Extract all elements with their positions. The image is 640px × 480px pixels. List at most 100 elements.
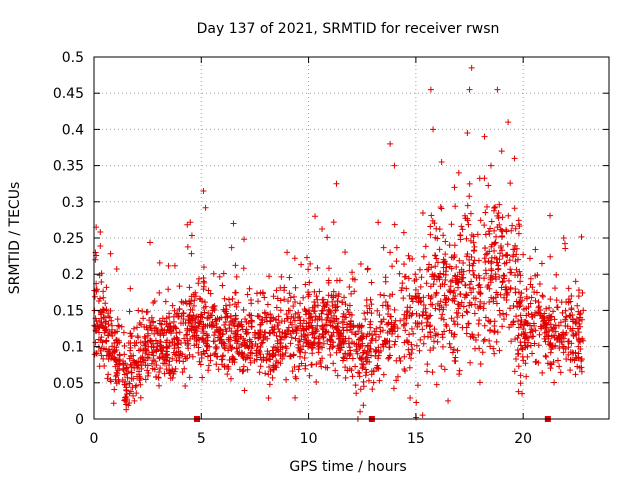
data-point — [445, 296, 452, 303]
data-point — [265, 371, 272, 378]
data-point — [158, 326, 165, 333]
data-point — [536, 303, 543, 310]
data-point — [547, 349, 554, 356]
data-point — [409, 346, 416, 353]
data-point — [499, 323, 506, 330]
data-point — [291, 255, 298, 262]
data-point — [243, 342, 250, 349]
data-point — [427, 86, 434, 93]
data-point — [551, 285, 558, 292]
data-point — [311, 288, 318, 295]
data-point — [123, 406, 130, 413]
data-point — [342, 364, 349, 371]
data-point — [578, 357, 585, 364]
data-point — [466, 256, 473, 263]
data-point — [91, 351, 98, 358]
data-point — [455, 279, 462, 286]
data-point — [505, 119, 512, 126]
data-point — [487, 225, 494, 232]
data-point — [556, 338, 563, 345]
data-point — [137, 358, 144, 365]
data-point — [180, 310, 187, 317]
data-point — [459, 226, 466, 233]
data-point — [105, 321, 112, 328]
data-point — [434, 338, 441, 345]
data-point — [364, 354, 371, 361]
data-point — [547, 314, 554, 321]
data-point — [191, 297, 198, 304]
data-point — [320, 333, 327, 340]
data-point — [253, 347, 260, 354]
data-point — [273, 346, 280, 353]
data-point — [475, 332, 482, 339]
data-point — [291, 363, 298, 370]
data-point — [463, 253, 470, 260]
data-point — [307, 314, 314, 321]
data-point — [309, 350, 316, 357]
data-point — [567, 367, 574, 374]
data-point — [92, 249, 99, 256]
data-point — [413, 399, 420, 406]
data-point — [519, 346, 526, 353]
data-point — [452, 203, 459, 210]
data-point — [411, 277, 418, 284]
data-point — [156, 355, 163, 362]
data-point — [206, 314, 213, 321]
data-point — [442, 238, 449, 245]
data-point — [568, 293, 575, 300]
data-point — [412, 286, 419, 293]
data-point — [362, 372, 369, 379]
data-point — [256, 369, 263, 376]
data-point — [233, 345, 240, 352]
data-point — [523, 293, 530, 300]
data-point — [558, 299, 565, 306]
data-point — [430, 273, 437, 280]
data-point — [541, 310, 548, 317]
data-point — [503, 259, 510, 266]
data-point — [148, 314, 155, 321]
data-point — [499, 214, 506, 221]
data-point — [277, 346, 284, 353]
data-point — [438, 205, 445, 212]
data-point — [577, 314, 584, 321]
data-point — [463, 308, 470, 315]
data-point — [263, 355, 270, 362]
data-point — [458, 223, 465, 230]
data-point — [360, 402, 367, 409]
data-point — [552, 328, 559, 335]
data-point — [364, 343, 371, 350]
data-point — [468, 289, 475, 296]
data-point — [465, 320, 472, 327]
data-point — [446, 327, 453, 334]
data-point — [500, 272, 507, 279]
data-point — [247, 354, 254, 361]
data-point — [186, 297, 193, 304]
data-point — [417, 336, 424, 343]
data-point — [231, 322, 238, 329]
data-point — [166, 362, 173, 369]
data-point — [151, 366, 158, 373]
data-point — [281, 330, 288, 337]
data-point — [176, 329, 183, 336]
data-point — [557, 369, 564, 376]
data-point — [97, 311, 104, 318]
data-point — [482, 231, 489, 238]
data-point — [481, 133, 488, 140]
data-point — [306, 372, 313, 379]
data-point — [213, 361, 220, 368]
data-point — [357, 408, 364, 415]
y-tick-label: 0.3 — [62, 195, 84, 211]
data-point — [476, 379, 483, 386]
data-point — [542, 320, 549, 327]
data-point — [176, 306, 183, 313]
data-point — [525, 310, 532, 317]
data-point — [238, 333, 245, 340]
data-point — [121, 371, 128, 378]
data-point — [393, 377, 400, 384]
data-point — [137, 339, 144, 346]
data-point — [452, 292, 459, 299]
data-point — [420, 294, 427, 301]
data-point — [453, 263, 460, 270]
data-point — [184, 331, 191, 338]
data-point — [316, 333, 323, 340]
